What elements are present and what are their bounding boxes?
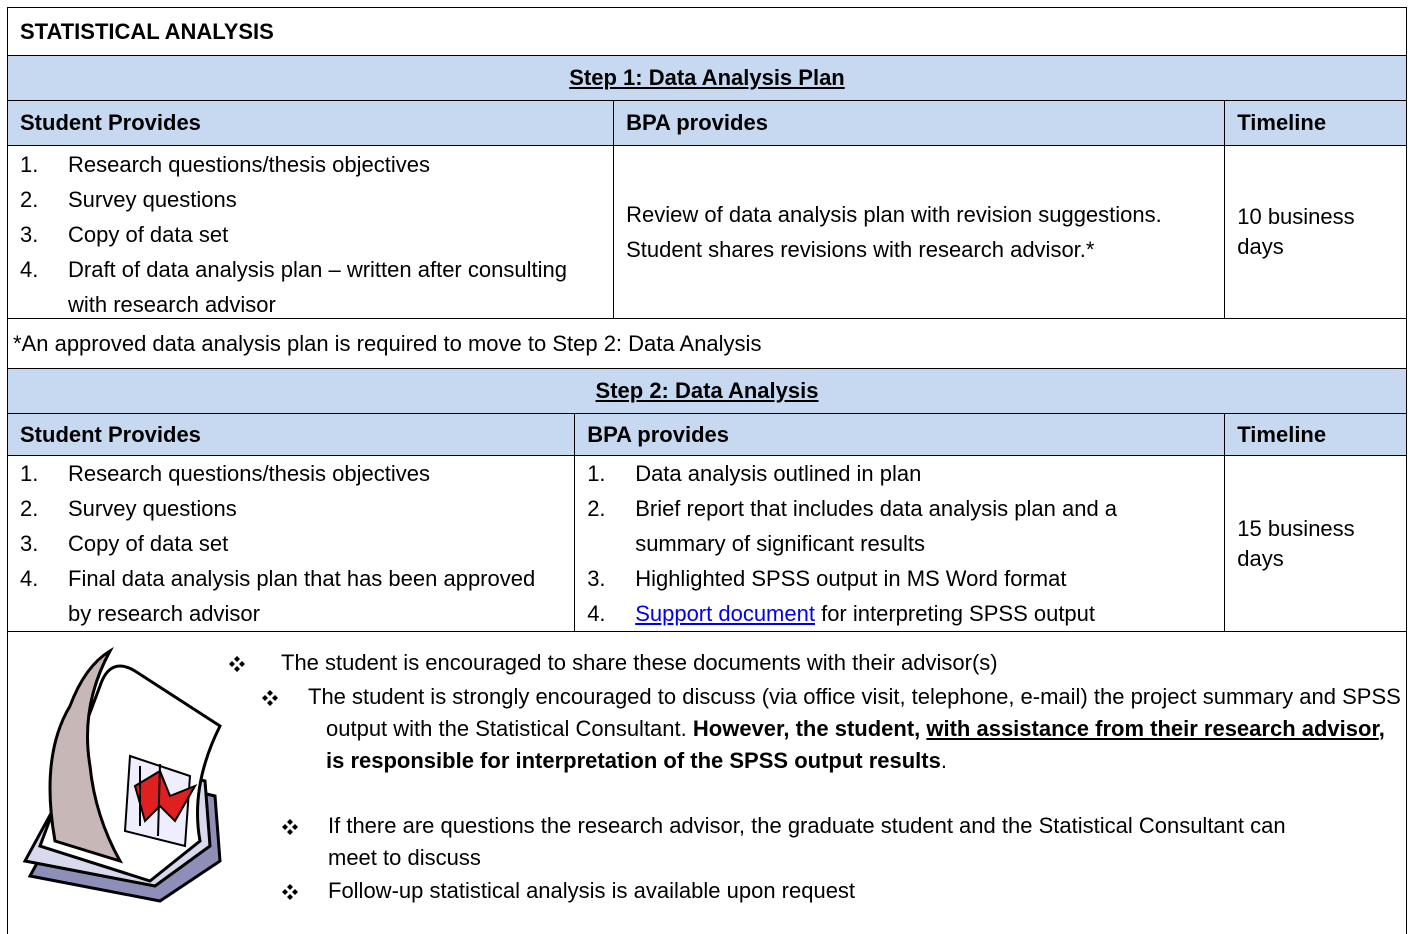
bullet-icon: [282, 884, 298, 900]
bullet-bold-underline: with assistance from their research advi…: [926, 716, 1379, 741]
column-header: BPA provides: [575, 414, 1226, 455]
bullet-text: If there are questions the research advi…: [328, 813, 1286, 870]
document: STATISTICAL ANALYSIS Step 1: Data Analys…: [7, 7, 1407, 934]
item-number: 1.: [587, 461, 606, 486]
item-text: Copy of data set: [68, 531, 229, 556]
column-header: BPA provides: [614, 101, 1226, 145]
item-text: Data analysis outlined in plan: [635, 461, 922, 486]
item-text: Highlighted SPSS output in MS Word forma…: [635, 566, 1067, 591]
column-header: Student Provides: [8, 414, 576, 455]
list-item: 1. Research questions/thesis objectives: [20, 147, 601, 182]
item-number: 3.: [20, 222, 39, 247]
bullet-text: .: [940, 748, 947, 773]
bullet: The student is strongly encouraged to di…: [262, 681, 1401, 777]
bullet: If there are questions the research advi…: [282, 810, 1328, 874]
bullet-icon: [262, 690, 278, 706]
item-text: Research questions/thesis objectives: [68, 152, 430, 177]
item-number: 3.: [587, 566, 606, 591]
bpa-list: 1. Data analysis outlined in plan 2. Brief …: [575, 456, 1226, 631]
bullet-text: The student is encouraged to share these…: [281, 650, 998, 675]
item-number: 2.: [587, 496, 606, 521]
timeline-text: 15 business days: [1237, 515, 1355, 571]
item-number: 3.: [20, 531, 39, 556]
bpa-text: Review of data analysis plan with revisi…: [626, 202, 1162, 227]
item-number: 4.: [20, 566, 39, 591]
timeline-text: 10 business days: [1237, 204, 1355, 259]
column-header: Student Provides: [8, 101, 615, 145]
note: *An approved data analysis plan is requi…: [13, 330, 762, 356]
title: STATISTICAL ANALYSIS: [20, 18, 274, 44]
list-item: 4. Support document for interpreting SPSS…: [587, 596, 1212, 631]
bullet: The student is encouraged to share these…: [229, 647, 998, 679]
column-header: Timeline: [1237, 110, 1327, 135]
item-number: 1.: [20, 461, 39, 486]
clipart-documents: [22, 646, 222, 903]
bullet-icon: [229, 656, 245, 672]
item-text: Brief report that includes data analysis…: [635, 496, 1118, 556]
item-number: 2.: [20, 496, 39, 521]
student-list: 1. Research questions/thesis objectives 2.…: [8, 456, 576, 631]
item-text: Survey questions: [68, 187, 237, 212]
list-item: 1. Research questions/thesis objectives: [20, 456, 562, 491]
item-text: Final data analysis plan that has been a…: [68, 566, 536, 626]
list-item: 2. Brief report that includes data analys…: [587, 491, 1212, 561]
student-list: 1. Research questions/thesis objectives 2.…: [8, 146, 615, 318]
item-number: 4.: [20, 257, 39, 282]
list-item: 2. Survey questions: [20, 182, 601, 217]
bpa-text: Student shares revisions with research a…: [626, 237, 1095, 262]
item-text: Draft of data analysis plan – written af…: [68, 257, 567, 317]
bullet-text: The student is strongly encouraged to di…: [308, 684, 1401, 741]
step-heading: Step 2: Data Analysis: [595, 378, 819, 403]
bullet-bold: , is responsible for interpretation of t…: [326, 716, 1385, 773]
bullet-text: Follow-up statistical analysis is availa…: [328, 878, 856, 903]
bullet: Follow-up statistical analysis is availa…: [282, 875, 856, 907]
item-text: for interpreting SPSS output: [814, 601, 1096, 626]
list-item: 2. Survey questions: [20, 491, 562, 526]
column-header: Timeline: [1237, 421, 1327, 447]
list-item: 4. Final data analysis plan that has been…: [20, 561, 562, 631]
list-item: 3. Highlighted SPSS output in MS Word for…: [587, 561, 1212, 596]
item-number: 4.: [587, 601, 606, 626]
item-text: Survey questions: [68, 496, 237, 521]
notes-section: The student is encouraged to share these…: [8, 632, 1406, 932]
bullet-icon: [282, 819, 298, 835]
timeline: 10 business days: [1225, 146, 1406, 318]
link[interactable]: Support document: [635, 601, 815, 626]
timeline: 15 business days: [1225, 456, 1406, 631]
item-number: 2.: [20, 187, 39, 212]
bullet-bold: However, the student,: [692, 716, 927, 741]
list-item: 4. Draft of data analysis plan – written …: [20, 252, 601, 322]
item-number: 1.: [20, 152, 39, 177]
list-item: 1. Data analysis outlined in plan: [587, 456, 1212, 491]
item-text: Research questions/thesis objectives: [68, 461, 430, 486]
step-heading: Step 1: Data Analysis Plan: [569, 65, 845, 90]
list-item: 3. Copy of data set: [20, 217, 601, 252]
item-text: Copy of data set: [68, 222, 229, 247]
list-item: 3. Copy of data set: [20, 526, 562, 561]
